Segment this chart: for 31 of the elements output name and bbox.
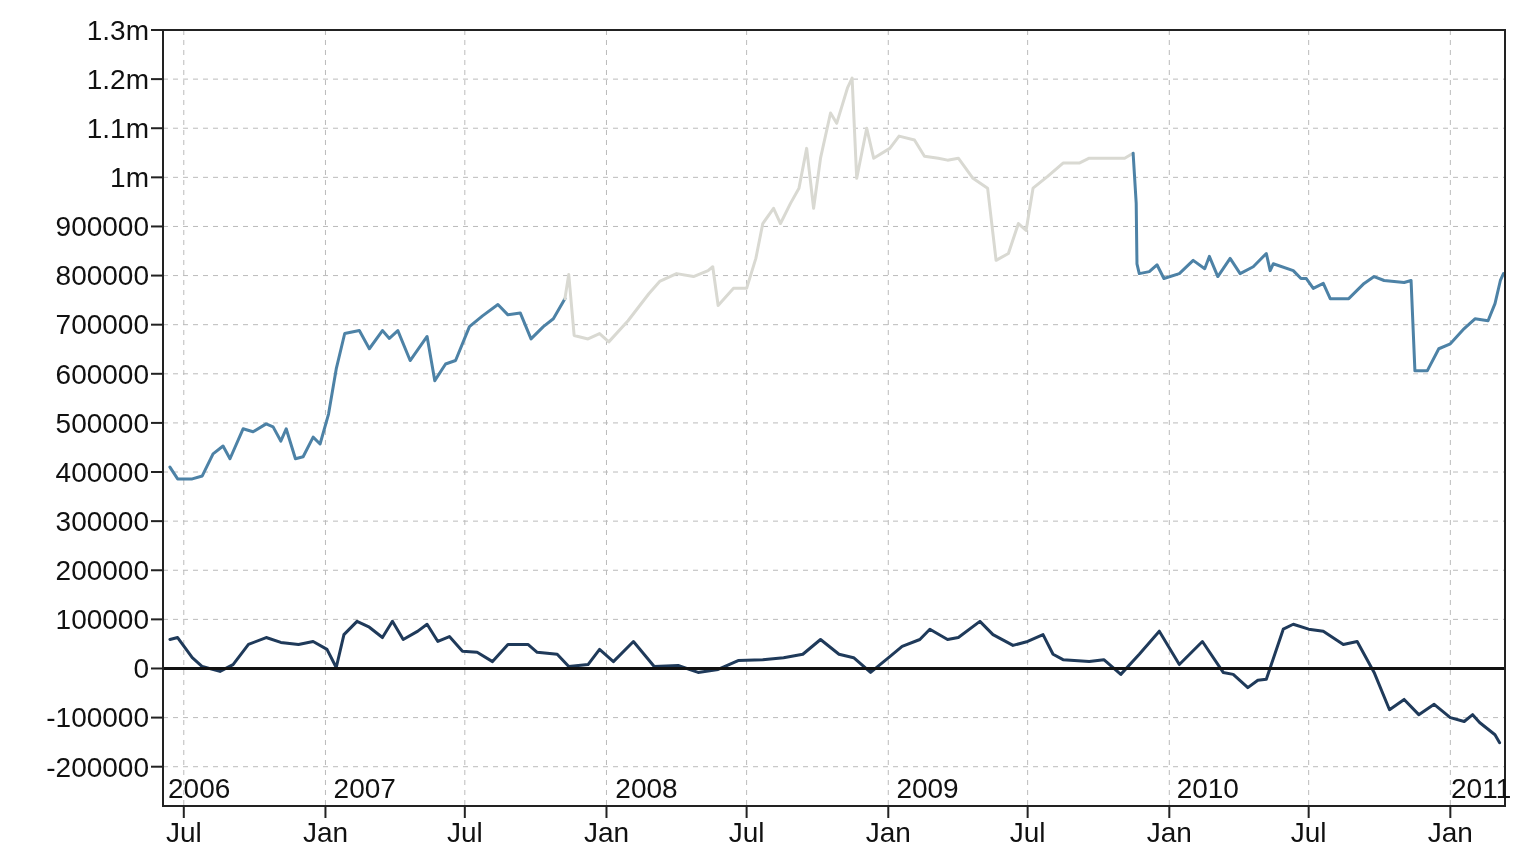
x2-tick-label: 2006 — [168, 773, 231, 804]
x2-tick-label: 2010 — [1176, 773, 1239, 804]
y-tick-label: 400000 — [55, 456, 149, 488]
y-tick-label: 0 — [133, 653, 149, 685]
y-tick-label: 600000 — [55, 358, 149, 390]
y-tick-label: 100000 — [55, 604, 149, 636]
y-tick-label: 200000 — [55, 555, 149, 587]
x-tick-label: Jul — [1009, 817, 1046, 848]
y-tick-label: 300000 — [55, 505, 149, 537]
y-tick-label: 1.2m — [86, 63, 149, 95]
x-tick-label: Jul — [165, 817, 202, 848]
x-tick-label: Jan — [583, 817, 630, 848]
y-tick-label: 700000 — [55, 309, 149, 341]
x-tick-label: Jan — [302, 817, 349, 848]
x-tick-label: Jan — [1427, 817, 1473, 848]
y-tick-label: 500000 — [55, 407, 149, 439]
x2-tick-label: 2008 — [615, 773, 678, 804]
y-tick-label: 1m — [110, 162, 149, 194]
y-tick-label: 800000 — [55, 260, 149, 292]
x-tick-label: Jul — [446, 817, 483, 848]
y-tick-label: -200000 — [46, 751, 149, 783]
y-tick-label: 900000 — [55, 211, 149, 243]
x-tick-label: Jan — [1146, 817, 1192, 848]
x-tick-label: Jul — [728, 817, 765, 848]
x2-tick-label: 2009 — [896, 773, 959, 804]
x2-tick-label: 2007 — [333, 773, 396, 804]
y-tick-label: -100000 — [46, 702, 149, 734]
y-tick-label: 1.3m — [86, 14, 149, 46]
x-tick-label: Jul — [1290, 817, 1327, 848]
y-tick-label: 1.1m — [86, 113, 149, 145]
x-tick-label: Jan — [865, 817, 911, 848]
